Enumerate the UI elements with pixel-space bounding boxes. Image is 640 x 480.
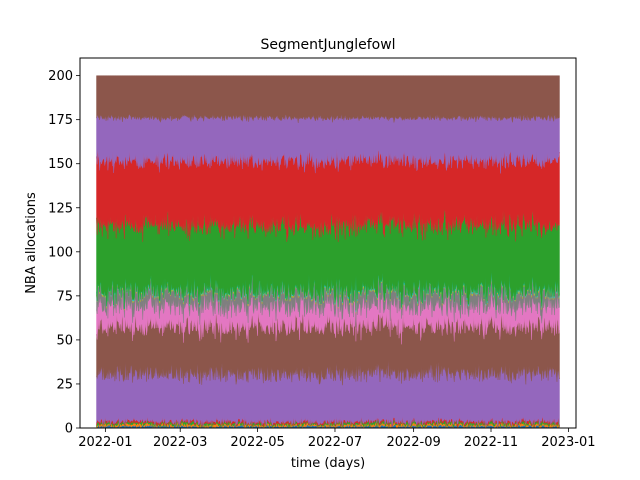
x-tick-label-2: 2022-05 (230, 435, 284, 450)
y-tick-label-2: 50 (56, 333, 73, 348)
y-tick-label-3: 75 (56, 289, 73, 304)
plot-area (96, 75, 560, 429)
x-tick-label-6: 2023-01 (541, 435, 595, 450)
x-tick-label-5: 2022-11 (464, 435, 518, 450)
y-tick-label-7: 175 (48, 113, 73, 128)
y-tick-label-4: 100 (48, 245, 73, 260)
plot-frame (79, 57, 577, 429)
x-tick-label-1: 2022-03 (153, 435, 207, 450)
y-tick-label-0: 0 (65, 422, 73, 437)
y-tick-label-6: 150 (48, 157, 73, 172)
area-series-13 (96, 75, 560, 124)
x-tick-label-0: 2022-01 (78, 435, 132, 450)
y-tick-label-8: 200 (48, 69, 73, 84)
y-tick-label-5: 125 (48, 201, 73, 216)
y-tick-label-1: 25 (56, 377, 73, 392)
y-axis: 0 25 50 75 100 125 150 175 200 (48, 69, 80, 437)
chart-title: SegmentJunglefowl (260, 37, 395, 53)
y-axis-label: NBA allocations (24, 192, 39, 294)
x-axis: 2022-01 2022-03 2022-05 2022-07 2022-09 2022-… (78, 428, 596, 450)
x-axis-label: time (days) (291, 456, 365, 471)
x-tick-label-3: 2022-07 (308, 435, 362, 450)
x-tick-label-4: 2022-09 (386, 435, 440, 450)
